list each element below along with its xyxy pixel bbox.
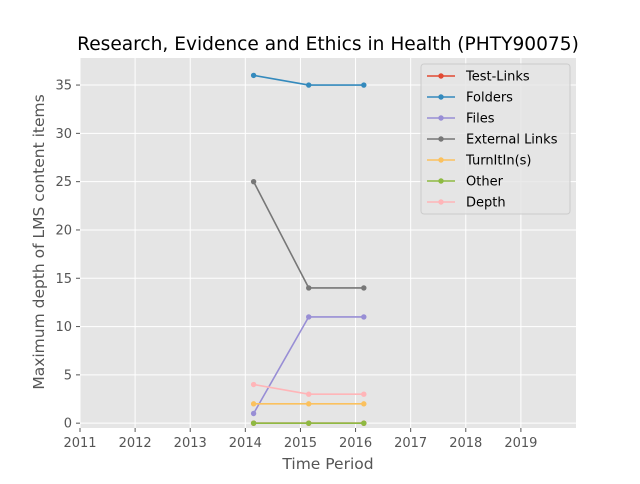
legend-swatch-marker <box>438 94 444 100</box>
legend-item: Test-Links <box>427 70 530 85</box>
legend-label: Folders <box>466 91 513 106</box>
legend-item: Folders <box>427 91 513 106</box>
series-layer <box>250 72 367 426</box>
legend-swatch-marker <box>438 178 444 184</box>
y-tick-label: 15 <box>55 272 72 287</box>
series-external-links <box>250 178 367 291</box>
series-files <box>250 314 367 417</box>
y-tick-label: 30 <box>55 127 72 142</box>
legend-swatch-marker <box>438 157 444 163</box>
data-point <box>250 178 257 185</box>
data-point <box>306 285 312 291</box>
x-tick-label: 2011 <box>63 436 96 451</box>
legend-swatch-marker <box>438 136 444 142</box>
axis-ticks: 2011 2012 2013 2014 2015 2016 2017 2018 20190510… <box>55 79 537 451</box>
legend-swatch-marker <box>438 199 444 205</box>
series-turnitin-s <box>250 401 367 407</box>
x-tick-label: 2019 <box>504 436 537 451</box>
data-point <box>361 285 367 291</box>
legend-item: TurnItIn(s) <box>427 154 531 169</box>
data-point <box>306 391 312 397</box>
legend-box <box>420 63 571 215</box>
legend-label: Files <box>466 112 495 127</box>
data-point <box>250 72 257 79</box>
legend-label: Test-Links <box>465 70 530 85</box>
legend: Test-Links Folders Files External Links Turn… <box>420 63 571 215</box>
series-folders <box>250 72 367 88</box>
y-tick-label: 10 <box>55 320 72 335</box>
x-tick-label: 2016 <box>339 436 372 451</box>
data-point <box>250 420 257 426</box>
legend-item: External Links <box>427 133 558 148</box>
legend-label: TurnItIn(s) <box>465 154 531 169</box>
y-tick-label: 25 <box>55 175 72 190</box>
y-axis-label: Maximum depth of LMS content items <box>30 94 48 389</box>
data-point <box>306 401 312 407</box>
data-point <box>306 314 312 320</box>
series-other <box>250 420 367 426</box>
x-tick-label: 2017 <box>394 436 427 451</box>
y-tick-label: 0 <box>64 417 72 432</box>
chart-title: Research, Evidence and Ethics in Health … <box>77 34 579 55</box>
legend-label: Depth <box>466 196 506 211</box>
data-point <box>361 401 367 407</box>
legend-items: Test-Links Folders Files External Links Turn… <box>427 70 558 211</box>
data-point <box>250 410 257 417</box>
legend-label: External Links <box>466 133 558 148</box>
x-tick-label: 2014 <box>229 436 262 451</box>
y-tick-label: 5 <box>64 368 72 383</box>
data-point <box>250 401 257 407</box>
y-tick-label: 20 <box>55 223 72 238</box>
x-tick-label: 2018 <box>449 436 482 451</box>
series-depth <box>250 381 367 397</box>
x-tick-label: 2013 <box>174 436 207 451</box>
data-point <box>361 391 367 397</box>
y-tick-label: 35 <box>55 79 72 94</box>
x-tick-label: 2015 <box>284 436 317 451</box>
x-tick-label: 2012 <box>119 436 152 451</box>
legend-item: Depth <box>427 196 506 211</box>
legend-item: Files <box>427 112 495 127</box>
data-point <box>306 420 312 426</box>
x-axis-label: Time Period <box>281 455 373 473</box>
data-point <box>361 314 367 320</box>
data-point <box>361 82 367 88</box>
data-point <box>306 82 312 88</box>
legend-swatch-marker <box>438 73 444 79</box>
legend-item: Other <box>427 175 504 190</box>
data-point <box>250 381 257 388</box>
legend-label: Other <box>466 175 504 190</box>
data-point <box>361 420 367 426</box>
legend-swatch-marker <box>438 115 444 121</box>
